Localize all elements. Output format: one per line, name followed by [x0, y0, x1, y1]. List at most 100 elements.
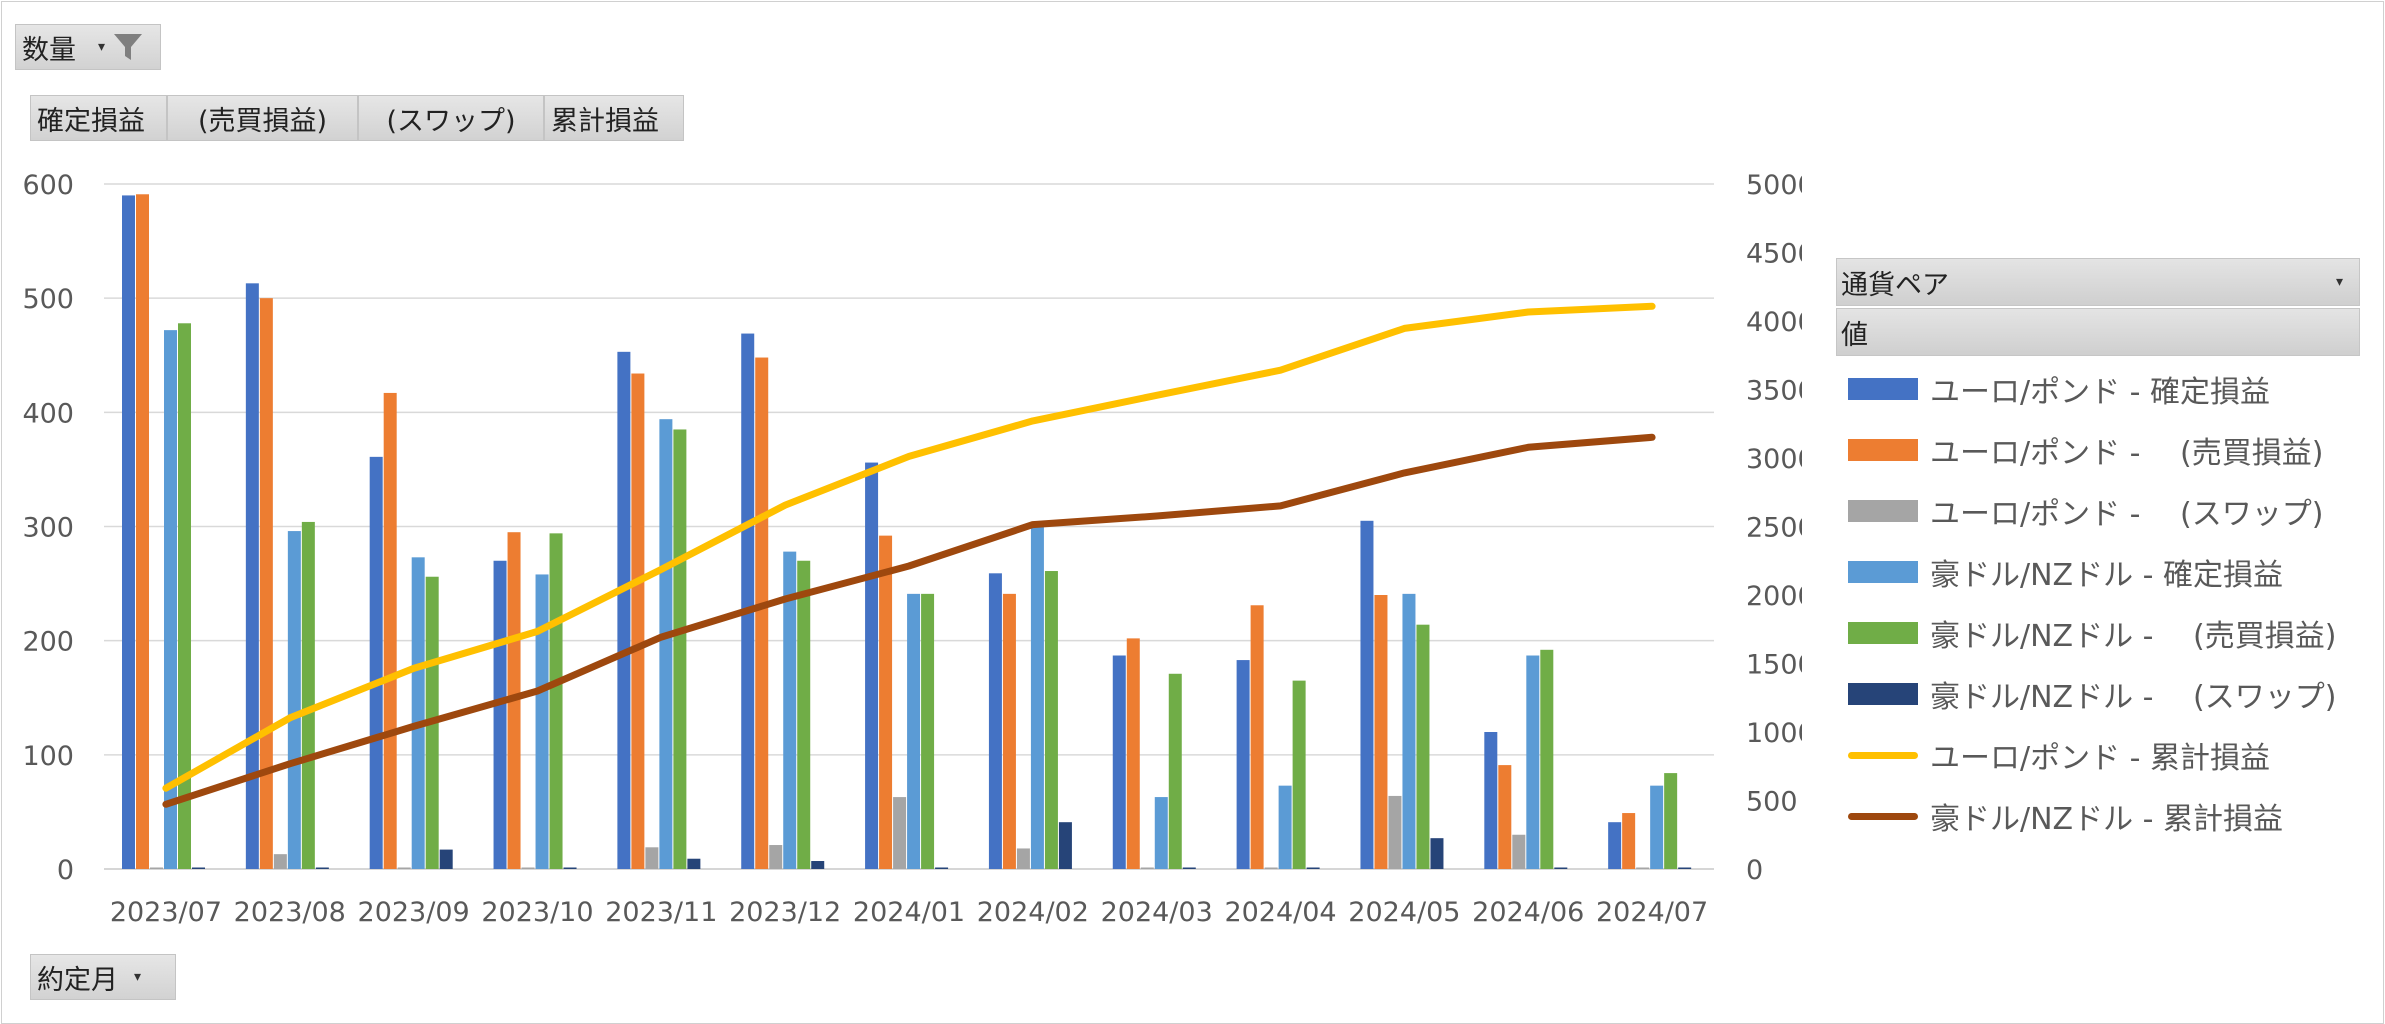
y-tick-label: 500 [22, 284, 74, 315]
filter-icon [114, 34, 143, 60]
filter-field-button[interactable]: 数量 ▾ [15, 24, 161, 70]
legend-values-header: 値 [1836, 308, 2360, 356]
x-tick-label: 2023/10 [481, 897, 593, 928]
axis-labels: 6005004003002001000500045004000350030002… [22, 170, 1802, 928]
bar-1-2023/09 [369, 456, 383, 869]
legend-item: ユーロ/ポンド - 累計損益 [1848, 730, 2270, 780]
y2-tick-label: 0 [1746, 855, 1763, 886]
legend-line-swatch [1848, 751, 1918, 759]
legend-bar-swatch [1848, 378, 1918, 400]
x-tick-label: 2024/05 [1348, 897, 1460, 928]
bar-5-2024/05 [1416, 624, 1430, 869]
bar-6-2024/02 [1058, 822, 1072, 869]
bar-1-2023/11 [617, 351, 631, 869]
x-tick-label: 2023/12 [729, 897, 841, 928]
legend-item-label: ユーロ/ポンド - (スワップ) [1930, 497, 2324, 532]
bar-4-2023/09 [411, 557, 425, 869]
x-tick-label: 2024/07 [1596, 897, 1708, 928]
value-field-label: 累計損益 [551, 105, 659, 137]
bar-2-2024/06 [1498, 765, 1512, 869]
value-field-label: (売買損益) [197, 105, 328, 137]
chart-plot: 6005004003002001000500045004000350030002… [22, 170, 1802, 928]
line-series-2 [162, 433, 1656, 808]
bar-3-2024/01 [893, 797, 907, 869]
filter-field-label: 数量 [22, 34, 76, 66]
legend-item-label: 豪ドル/NZドル - 確定損益 [1930, 558, 2283, 593]
x-tick-label: 2023/11 [605, 897, 717, 928]
legend-field-label: 通貨ペア [1841, 269, 1949, 301]
line-series-1 [162, 302, 1656, 792]
bar-2-2023/08 [259, 298, 273, 870]
y-tick-label: 300 [22, 513, 74, 544]
bar-4-2024/05 [1402, 593, 1416, 869]
bar-1-2023/10 [493, 560, 507, 869]
bar-2-2023/11 [631, 373, 645, 869]
bar-3-2023/11 [645, 847, 659, 869]
bar-3-2024/06 [1512, 834, 1526, 869]
bar-5-2023/08 [301, 521, 315, 869]
bar-6-2024/06 [1554, 867, 1568, 869]
y2-tick-label: 4000 [1746, 307, 1802, 338]
legend-bar-swatch [1848, 439, 1918, 461]
bar-5-2023/11 [673, 429, 687, 869]
bar-5-2024/06 [1540, 649, 1554, 869]
bar-1-2023/08 [245, 283, 259, 869]
y2-tick-label: 2500 [1746, 513, 1802, 544]
bar-6-2023/10 [563, 867, 577, 869]
bar-5-2023/10 [549, 533, 563, 869]
bar-5-2024/02 [1044, 571, 1058, 869]
value-field-label: (スワップ) [386, 105, 516, 137]
x-tick-label: 2024/01 [853, 897, 965, 928]
legend-item: ユーロ/ポンド - (スワップ) [1848, 486, 2323, 536]
x-tick-label: 2024/03 [1101, 897, 1213, 928]
bar-5-2024/04 [1292, 680, 1306, 869]
y2-tick-label: 3000 [1746, 444, 1802, 475]
bar-2-2024/05 [1374, 595, 1388, 869]
legend-bar-swatch [1848, 683, 1918, 705]
bar-3-2024/05 [1388, 795, 1402, 869]
value-field-label: 確定損益 [37, 105, 145, 137]
y2-tick-label: 500 [1746, 787, 1798, 818]
legend-bar-swatch [1848, 622, 1918, 644]
bar-6-2023/09 [439, 849, 453, 869]
bar-1-2023/12 [741, 333, 755, 869]
bar-6-2023/08 [315, 867, 329, 869]
legend-field-button[interactable]: 通貨ペア ▾ [1836, 258, 2360, 306]
y2-tick-label: 3500 [1746, 376, 1802, 407]
bar-3-2023/07 [150, 867, 163, 869]
bar-1-2024/03 [1112, 655, 1126, 869]
bar-5-2023/07 [178, 323, 191, 869]
bar-2-2024/07 [1622, 813, 1636, 869]
line-series [162, 302, 1656, 808]
legend-item: 豪ドル/NZドル - (スワップ) [1848, 669, 2336, 719]
legend-bar-swatch [1848, 500, 1918, 522]
y2-tick-label: 4500 [1746, 239, 1802, 270]
bar-3-2023/12 [769, 845, 783, 869]
legend-item-label: ユーロ/ポンド - 累計損益 [1930, 741, 2271, 776]
bar-4-2023/08 [287, 531, 301, 869]
axis-field-button[interactable]: 約定月 ▾ [30, 954, 176, 1000]
x-tick-label: 2024/02 [977, 897, 1089, 928]
legend-item: ユーロ/ポンド - 確定損益 [1848, 364, 2270, 414]
bar-6-2024/07 [1678, 867, 1692, 869]
bar-3-2024/03 [1140, 867, 1154, 869]
value-field-button-realized[interactable]: 確定損益 [30, 95, 167, 141]
y-tick-label: 0 [57, 855, 74, 886]
bar-1-2024/05 [1360, 520, 1374, 869]
y-tick-label: 600 [22, 170, 74, 201]
bar-2-2023/12 [755, 357, 769, 869]
legend-item-label: ユーロ/ポンド - (売買損益) [1930, 436, 2324, 471]
bar-4-2023/07 [164, 330, 177, 870]
value-field-button-trade[interactable]: (売買損益) [167, 95, 358, 141]
legend-item-label: 豪ドル/NZドル - (スワップ) [1930, 680, 2337, 715]
value-field-button-swap[interactable]: (スワップ) [358, 95, 544, 141]
value-field-button-cumulative[interactable]: 累計損益 [544, 95, 684, 141]
x-tick-label: 2023/08 [234, 897, 346, 928]
bar-3-2024/07 [1636, 867, 1650, 869]
dropdown-arrow-icon: ▾ [2335, 274, 2343, 290]
bar-2-2023/07 [136, 194, 149, 869]
bar-6-2024/05 [1430, 838, 1444, 869]
